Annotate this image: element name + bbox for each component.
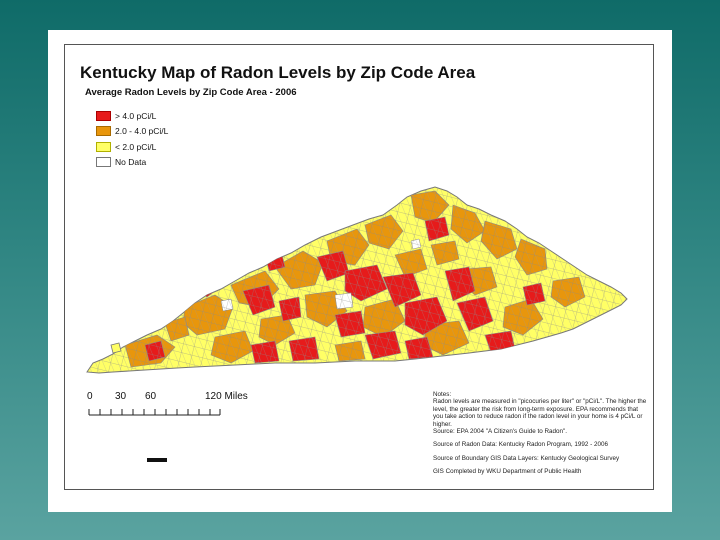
slide-card: Kentucky Map of Radon Levels by Zip Code… [48, 30, 672, 512]
notes-body: Radon levels are measured in "picocuries… [433, 398, 647, 428]
notes-heading: Notes: [433, 391, 452, 398]
map-title: Kentucky Map of Radon Levels by Zip Code… [80, 63, 476, 82]
legend-label-nodata: No Data [115, 157, 147, 168]
legend-swatch-medium [96, 126, 111, 137]
notes-source-epa: Source: EPA 2004 "A Citizen's Guide to R… [433, 428, 568, 436]
notes-block: Notes: Radon levels are measured in "pic… [433, 391, 647, 482]
legend-item-low: < 2.0 pCi/L [96, 139, 168, 155]
scale-label-0: 0 [87, 391, 93, 402]
legend-item-medium: 2.0 - 4.0 pCi/L [96, 124, 168, 140]
scale-label-30: 30 [115, 391, 127, 402]
legend-label-low: < 2.0 pCi/L [115, 141, 157, 152]
north-arrow-mark [147, 458, 167, 462]
notes-gis-credit: GIS Completed by WKU Department of Publi… [433, 468, 582, 476]
legend-swatch-low [96, 141, 111, 152]
notes-source-radon: Source of Radon Data: Kentucky Radon Pro… [433, 441, 609, 449]
scale-bar [88, 409, 221, 416]
legend-item-high: > 4.0 pCi/L [96, 108, 168, 124]
scale-label-120: 120 Miles [205, 391, 248, 402]
legend-swatch-high [96, 110, 111, 121]
scale-label-60: 60 [145, 391, 157, 402]
legend-label-medium: 2.0 - 4.0 pCi/L [115, 126, 169, 137]
legend-swatch-nodata [96, 157, 111, 168]
scale-labels: 0 30 60 120 Miles [65, 391, 305, 405]
map-frame: Kentucky Map of Radon Levels by Zip Code… [64, 44, 654, 490]
map-subtitle: Average Radon Levels by Zip Code Area - … [85, 87, 297, 98]
legend: > 4.0 pCi/L 2.0 - 4.0 pCi/L < 2.0 pCi/L … [96, 108, 168, 170]
legend-item-nodata: No Data [96, 155, 168, 171]
legend-label-high: > 4.0 pCi/L [115, 110, 157, 121]
notes-source-boundary: Source of Boundary GIS Data Layers: Kent… [433, 454, 620, 462]
kentucky-zip-map [86, 186, 628, 416]
